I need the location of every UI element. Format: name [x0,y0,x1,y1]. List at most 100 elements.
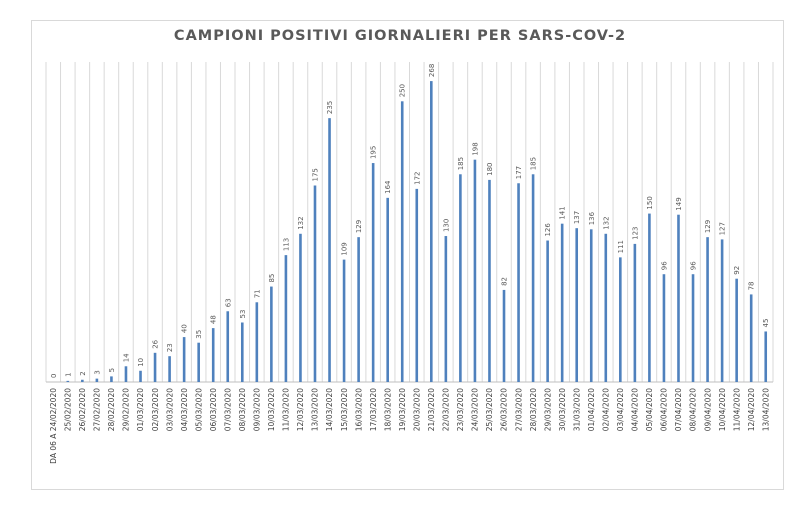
bar [575,228,579,382]
bar [342,259,346,382]
x-tick-label: 27/03/2020 [514,388,523,431]
x-tick-label: 04/04/2020 [631,388,640,431]
bar [430,81,433,382]
x-tick-labels: DA 06 A 24/02/2020 25/02/2020 26/02/2020 27… [49,388,770,464]
data-label: 130 [442,219,450,232]
data-label: 127 [719,222,727,235]
data-label: 78 [748,281,756,290]
bar [139,370,142,382]
bar [240,322,244,382]
x-tick-label: 13/04/2020 [761,388,770,431]
x-tick-label: 17/03/2020 [369,388,378,431]
data-label: 0 [50,374,58,378]
bar [284,255,288,382]
bar [357,237,360,382]
data-label: 92 [733,266,741,275]
bar [81,379,84,382]
data-label: 126 [544,223,552,237]
bar [255,302,259,382]
data-label: 185 [457,157,465,170]
x-tick-label: 19/03/2020 [398,388,407,431]
x-tick-label: 06/03/2020 [209,388,218,431]
x-tick-label: 25/03/2020 [485,388,494,431]
x-tick-label: DA 06 A 24/02/2020 [49,388,58,464]
x-tick-label: 08/04/2020 [689,388,698,431]
data-label: 35 [195,330,203,339]
x-tick-label: 05/04/2020 [645,388,654,431]
data-label: 235 [326,101,334,114]
x-tick-label: 05/03/2020 [194,388,203,431]
bar [226,311,230,382]
data-label: 53 [239,310,247,319]
data-label: 23 [166,343,174,352]
data-label: 175 [311,168,319,181]
data-label: 48 [210,315,218,324]
bar [648,213,651,382]
data-label: 177 [515,166,523,179]
data-label: 40 [181,324,189,333]
x-tick-label: 29/02/2020 [122,388,131,431]
x-tick-label: 11/03/2020 [282,388,291,431]
x-tick-label: 26/02/2020 [78,388,87,431]
x-tick-label: 21/03/2020 [427,388,436,431]
vertical-gridlines [45,62,774,382]
data-label: 198 [471,142,479,155]
data-label: 3 [93,370,101,374]
bar [182,337,186,382]
bar [371,163,375,382]
data-label: 141 [559,206,567,219]
bar [677,214,680,382]
bar [444,236,448,382]
x-tick-label: 28/03/2020 [529,388,538,431]
bar [328,118,331,382]
data-label: 14 [122,353,130,362]
bar [633,243,637,382]
x-tick-label: 10/04/2020 [718,388,727,431]
data-label: 2 [79,371,87,375]
data-label: 149 [675,197,683,210]
x-tick-label: 06/04/2020 [660,388,669,431]
x-tick-label: 28/02/2020 [107,388,116,431]
data-label: 195 [370,146,378,159]
x-tick-label: 09/03/2020 [253,388,262,431]
data-label: 96 [690,261,698,270]
x-tick-label: 27/02/2020 [93,388,102,431]
x-tick-label: 20/03/2020 [412,388,421,431]
bar [153,352,157,382]
data-label: 150 [646,196,654,209]
x-tick-label: 04/03/2020 [180,388,189,431]
bar [735,278,738,382]
x-tick-label: 03/03/2020 [165,388,174,431]
bar [473,159,477,382]
data-label: 45 [762,319,770,328]
bar [386,197,389,382]
x-tick-label: 03/04/2020 [616,388,625,431]
x-tick-label: 07/03/2020 [223,388,232,431]
x-tick-label: 31/03/2020 [572,388,581,431]
bar [488,179,491,382]
bar [720,239,724,382]
chart-frame [31,20,784,490]
x-tick-label: 12/04/2020 [747,388,756,431]
x-tick-label: 12/03/2020 [296,388,305,431]
bar [313,185,317,382]
x-tick-label: 24/03/2020 [471,388,480,431]
bar [691,274,695,382]
x-tick-label: 08/03/2020 [238,388,247,431]
bars [66,81,768,383]
bar [415,188,419,382]
bar [589,229,593,382]
x-tick-label: 26/03/2020 [500,388,509,431]
data-label: 111 [617,240,625,253]
bar [517,183,520,382]
x-tick-label: 16/03/2020 [354,388,363,431]
bar [168,356,171,382]
bar [110,376,113,382]
data-label: 63 [224,298,232,307]
x-tick-label: 02/03/2020 [151,388,160,431]
data-label: 1 [64,372,72,376]
data-label: 137 [573,211,581,224]
bar [95,378,99,382]
